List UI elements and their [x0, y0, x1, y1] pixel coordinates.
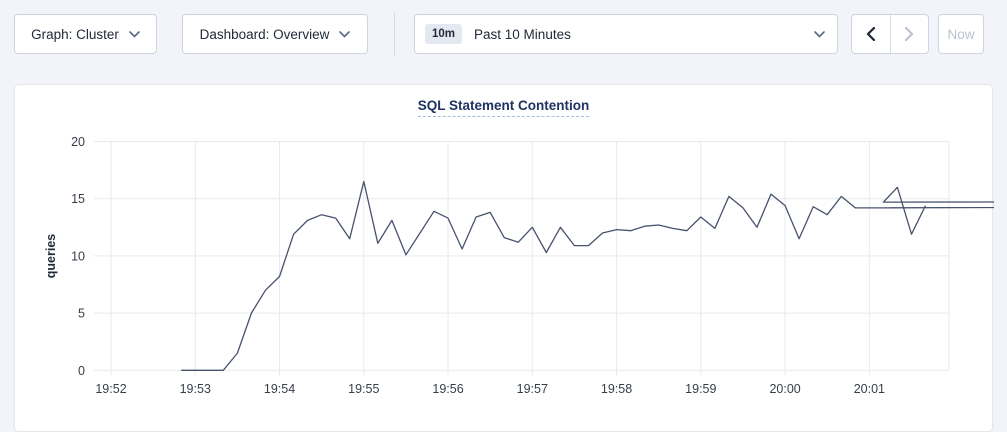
svg-text:19:57: 19:57 — [517, 382, 548, 396]
chart-title-row: SQL Statement Contention — [15, 97, 992, 117]
svg-text:0: 0 — [78, 364, 85, 378]
time-range-picker[interactable]: 10m Past 10 Minutes — [414, 14, 838, 54]
svg-text:15: 15 — [71, 192, 85, 206]
svg-text:19:52: 19:52 — [95, 382, 126, 396]
toolbar: Graph: Cluster Dashboard: Overview 10m P… — [0, 0, 1007, 70]
svg-text:20: 20 — [71, 135, 85, 149]
next-time-button[interactable] — [889, 15, 929, 53]
svg-text:10: 10 — [71, 249, 85, 263]
svg-text:19:54: 19:54 — [264, 382, 295, 396]
dashboard-label: Dashboard: Overview — [199, 26, 330, 42]
contention-line-chart[interactable]: 0 5 10 15 20 19:52 19:53 19:54 19:55 19:56 19:57 19… — [15, 121, 994, 431]
time-window-badge: 10m — [425, 24, 463, 44]
svg-text:19:55: 19:55 — [348, 382, 379, 396]
svg-text:5: 5 — [78, 307, 85, 321]
svg-text:19:58: 19:58 — [601, 382, 632, 396]
chart-card: SQL Statement Contention queries 0 5 10 15 2… — [14, 84, 994, 432]
graph-scope-dropdown[interactable]: Graph: Cluster — [14, 14, 157, 54]
toolbar-divider — [394, 12, 395, 56]
svg-text:19:56: 19:56 — [432, 382, 463, 396]
chevron-down-icon — [339, 30, 351, 38]
svg-text:19:53: 19:53 — [180, 382, 211, 396]
chevron-right-icon — [904, 27, 913, 41]
now-button[interactable]: Now — [938, 14, 984, 54]
svg-text:19:59: 19:59 — [685, 382, 716, 396]
svg-text:20:00: 20:00 — [769, 382, 800, 396]
chevron-left-icon — [867, 27, 876, 41]
time-range-label: Past 10 Minutes — [474, 26, 571, 42]
time-step-button-group — [851, 14, 929, 54]
dashboard-dropdown[interactable]: Dashboard: Overview — [182, 14, 368, 54]
chevron-down-icon — [814, 30, 825, 38]
chevron-down-icon — [129, 30, 140, 38]
svg-text:20:01: 20:01 — [854, 382, 885, 396]
graph-scope-label: Graph: Cluster — [31, 26, 119, 42]
previous-time-button[interactable] — [852, 15, 890, 53]
chart-title[interactable]: SQL Statement Contention — [417, 98, 590, 117]
